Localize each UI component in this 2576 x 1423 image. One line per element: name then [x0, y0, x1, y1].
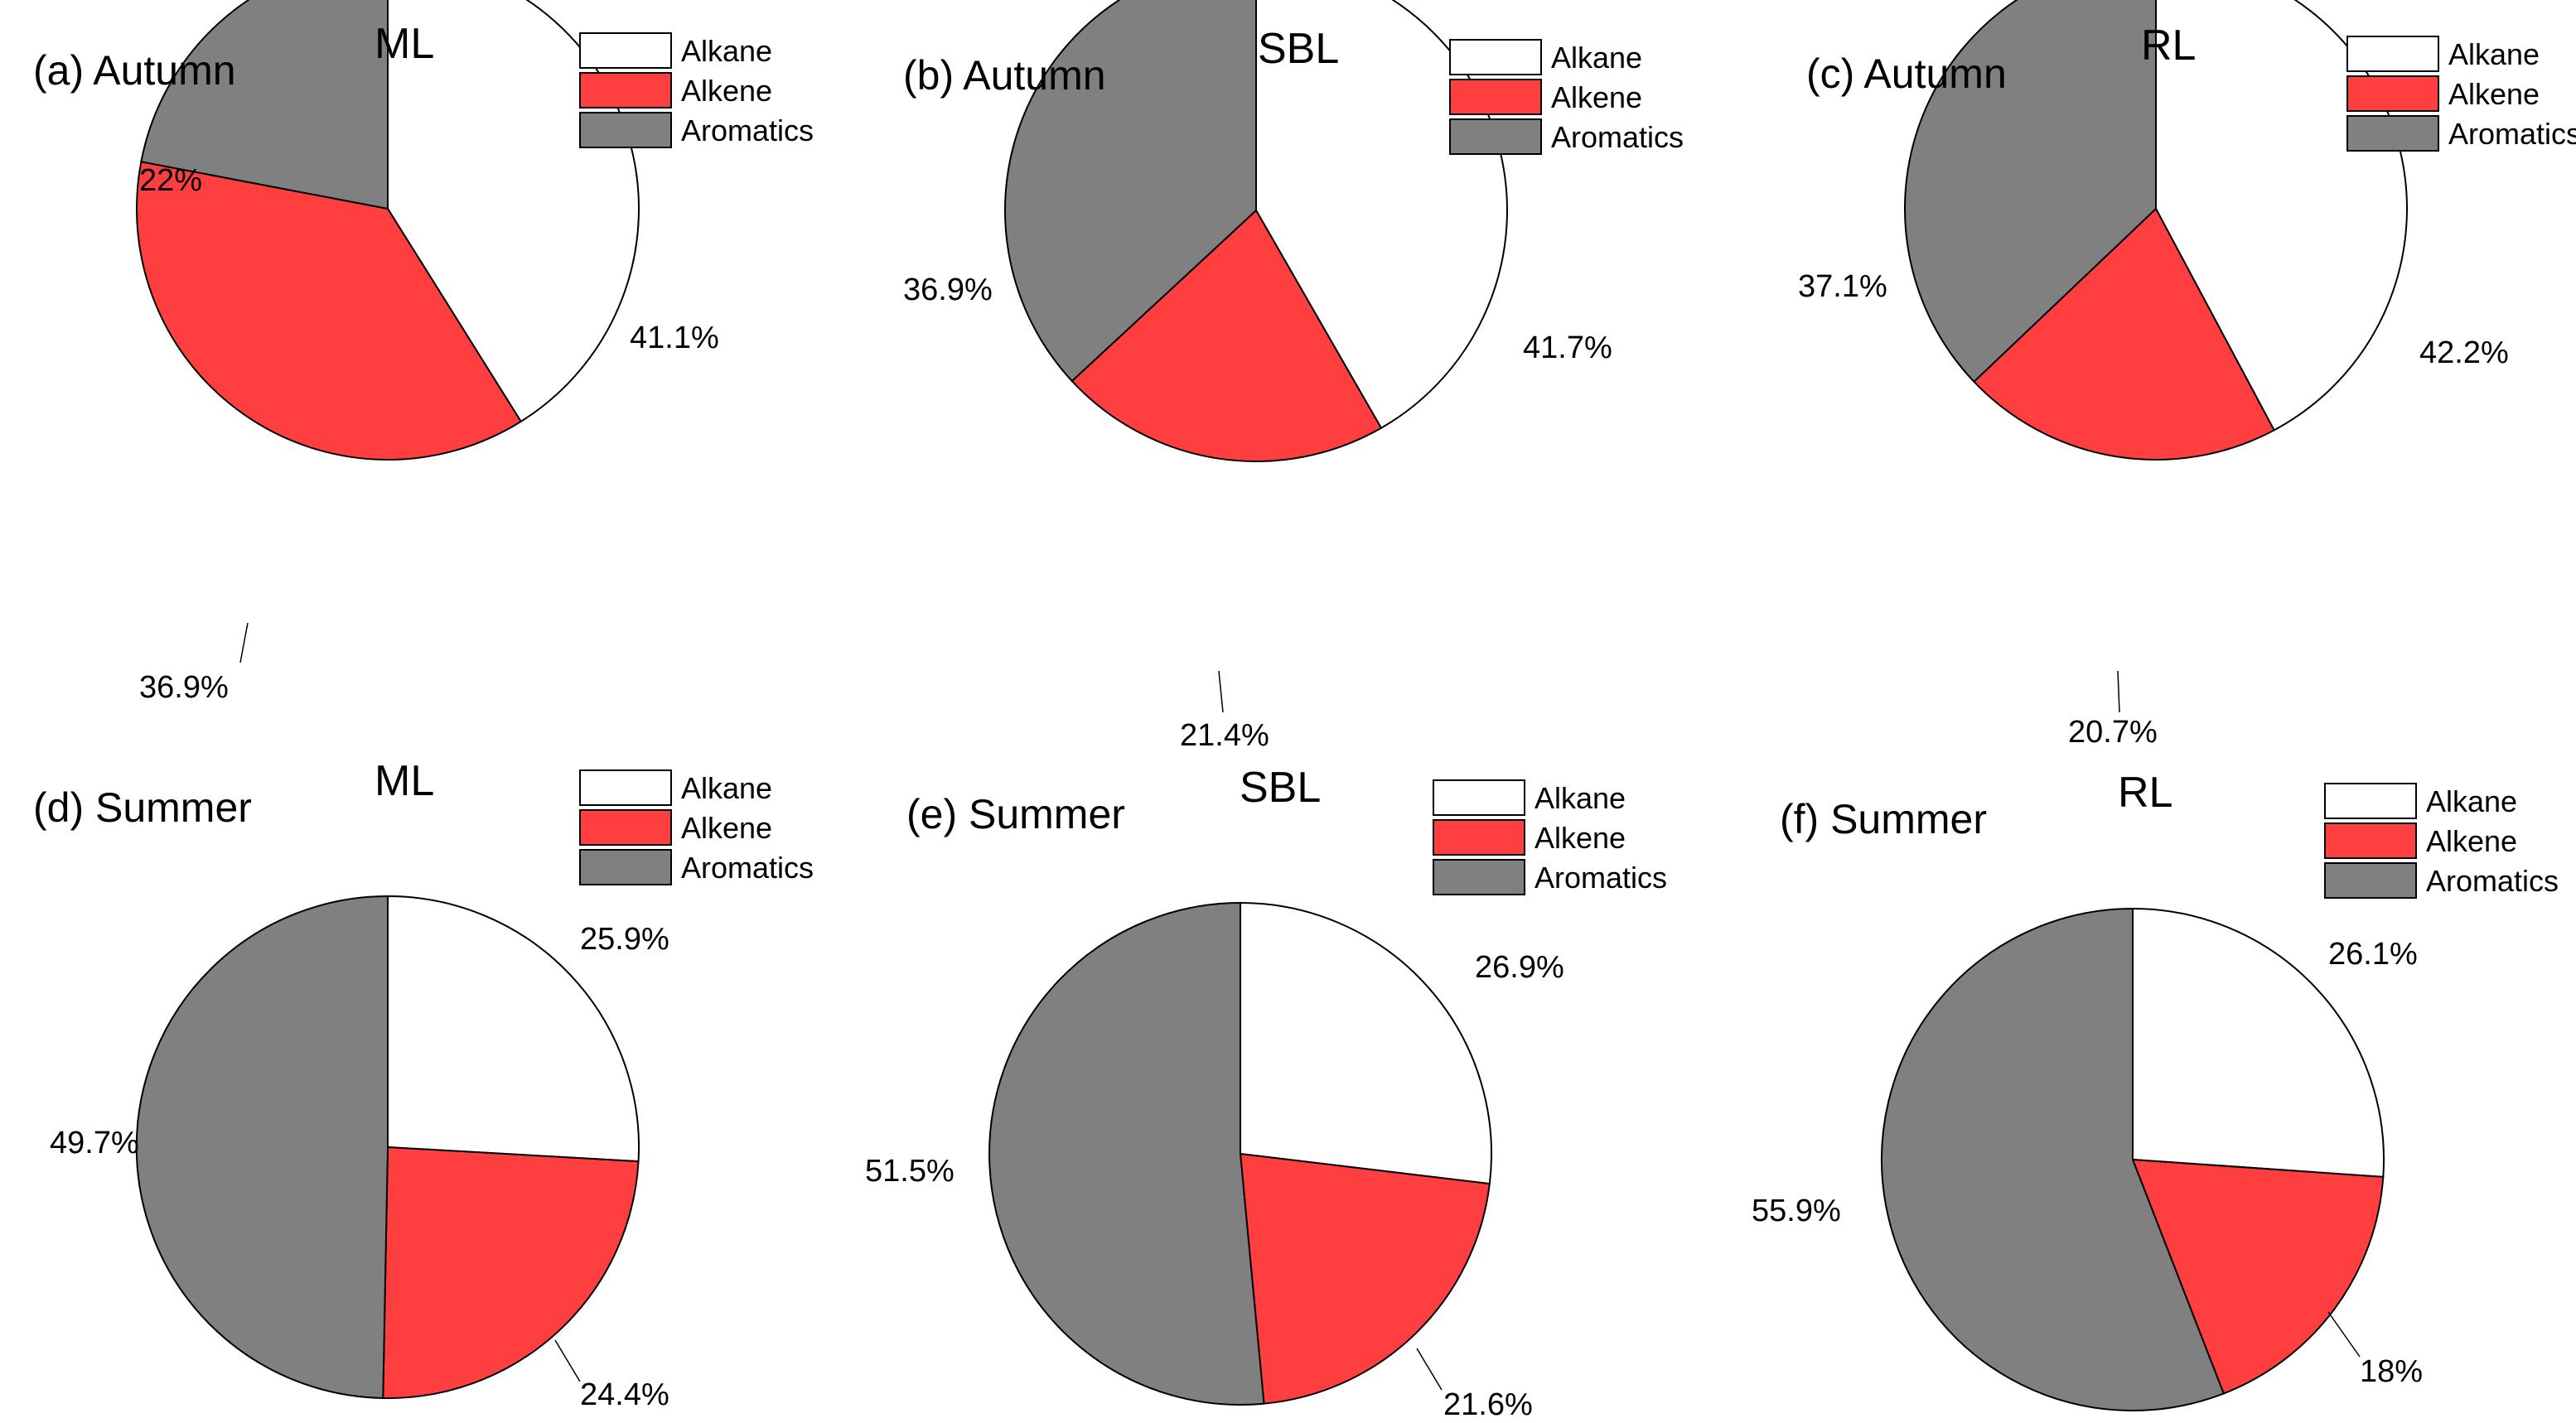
legend-label-aromatics: Aromatics	[681, 113, 814, 147]
legend-label-aromatics: Aromatics	[1551, 120, 1684, 154]
panel-label: (d) Summer	[33, 784, 252, 831]
pie-slice-aromatics	[1904, 0, 2157, 383]
pie-slice-alkene	[1071, 209, 1383, 462]
legend-label-alkane: Alkane	[1551, 41, 1642, 75]
pie-slice-aromatics	[135, 895, 389, 1399]
legend-label-aromatics: Aromatics	[2426, 864, 2559, 898]
legend-swatch-alkene	[1433, 819, 1525, 856]
pie-slice-aromatics	[1881, 907, 2226, 1411]
layer-title: SBL	[1240, 764, 1321, 812]
legend-swatch-alkene	[2324, 822, 2417, 859]
pie-slice-alkane	[1240, 901, 1492, 1185]
pie-slice-alkene	[2131, 1158, 2385, 1395]
pct-label-alkene: 21.6%	[1443, 1387, 1533, 1422]
pct-label-alkane: 26.1%	[2328, 937, 2418, 972]
panel-label: (e) Summer	[906, 791, 1125, 837]
panel-label: (c) Autumn	[1806, 51, 2007, 97]
legend-label-alkane: Alkane	[681, 771, 772, 805]
pct-label-alkane: 42.2%	[2419, 335, 2509, 370]
legend-swatch-alkene	[579, 72, 672, 109]
legend-swatch-alkane	[1433, 779, 1525, 816]
pct-label-aromatics: 37.1%	[1798, 269, 1887, 304]
legend-swatch-alkane	[2346, 36, 2439, 72]
pct-label-alkene: 24.4%	[580, 1377, 669, 1412]
leader-line	[1416, 1348, 1443, 1391]
pie-slice-alkene	[1239, 1152, 1491, 1405]
legend-label-alkane: Alkane	[681, 34, 772, 68]
legend-label-alkane: Alkane	[2448, 37, 2540, 71]
pct-label-aromatics: 22%	[139, 163, 202, 198]
legend-swatch-aromatics	[579, 112, 672, 148]
pct-label-aromatics: 51.5%	[865, 1154, 955, 1189]
leader-line	[2117, 670, 2120, 713]
pct-label-alkane: 41.1%	[630, 321, 719, 355]
legend-swatch-alkane	[579, 769, 672, 806]
legend-swatch-alkane	[2324, 783, 2417, 819]
leader-line	[2327, 1311, 2361, 1358]
pie-slice-alkene	[382, 1146, 640, 1399]
legend-swatch-aromatics	[1449, 118, 1542, 155]
legend-swatch-aromatics	[579, 849, 672, 885]
legend-swatch-alkane	[579, 32, 672, 69]
legend-swatch-aromatics	[2346, 115, 2439, 152]
legend-label-aromatics: Aromatics	[2448, 117, 2576, 151]
panel-label: (b) Autumn	[903, 52, 1106, 99]
pct-label-alkane: 25.9%	[580, 922, 669, 957]
pct-label-aromatics: 49.7%	[50, 1126, 139, 1160]
legend-label-alkene: Alkene	[681, 74, 772, 108]
legend-label-alkene: Alkene	[1534, 821, 1626, 855]
pie-slice-alkene	[1973, 207, 2275, 461]
pie-slice-alkene	[136, 161, 523, 461]
legend-label-aromatics: Aromatics	[1534, 861, 1667, 895]
leader-line	[1218, 670, 1224, 713]
pct-label-alkene: 18%	[2360, 1354, 2423, 1389]
pie-slice-aromatics	[1004, 0, 1257, 383]
pct-label-alkene: 36.9%	[139, 670, 229, 705]
legend-swatch-aromatics	[2324, 862, 2417, 899]
legend-swatch-alkene	[579, 809, 672, 846]
legend-label-alkane: Alkane	[2426, 784, 2517, 818]
pie-slice-aromatics	[988, 901, 1265, 1406]
layer-title: SBL	[1258, 25, 1339, 73]
layer-title: ML	[375, 757, 434, 805]
legend-swatch-alkene	[1449, 79, 1542, 115]
panel-label: (a) Autumn	[33, 47, 236, 94]
legend-label-alkene: Alkene	[1551, 80, 1642, 114]
pct-label-aromatics: 55.9%	[1752, 1194, 1841, 1228]
pct-label-aromatics: 36.9%	[903, 273, 993, 307]
legend-label-aromatics: Aromatics	[681, 851, 814, 885]
pct-label-alkene: 21.4%	[1180, 718, 1269, 753]
layer-title: RL	[2141, 22, 2196, 70]
pie-slice-alkane	[2132, 907, 2385, 1178]
layer-title: ML	[375, 20, 434, 68]
legend-label-alkene: Alkene	[2426, 824, 2517, 858]
panel-label: (f) Summer	[1780, 796, 1987, 842]
pct-label-alkene: 20.7%	[2068, 715, 2158, 750]
leader-line	[239, 622, 249, 663]
legend-swatch-aromatics	[1433, 859, 1525, 895]
pct-label-alkane: 26.9%	[1475, 950, 1564, 985]
leader-line	[554, 1339, 581, 1382]
pie-slice-alkane	[387, 895, 640, 1163]
layer-title: RL	[2118, 769, 2172, 817]
legend-swatch-alkene	[2346, 75, 2439, 112]
legend-label-alkane: Alkane	[1534, 781, 1626, 815]
pct-label-alkane: 41.7%	[1523, 330, 1612, 365]
legend-swatch-alkane	[1449, 39, 1542, 75]
pie-slice-aromatics	[140, 0, 389, 210]
legend-label-alkene: Alkene	[681, 811, 772, 845]
legend-label-alkene: Alkene	[2448, 77, 2540, 111]
